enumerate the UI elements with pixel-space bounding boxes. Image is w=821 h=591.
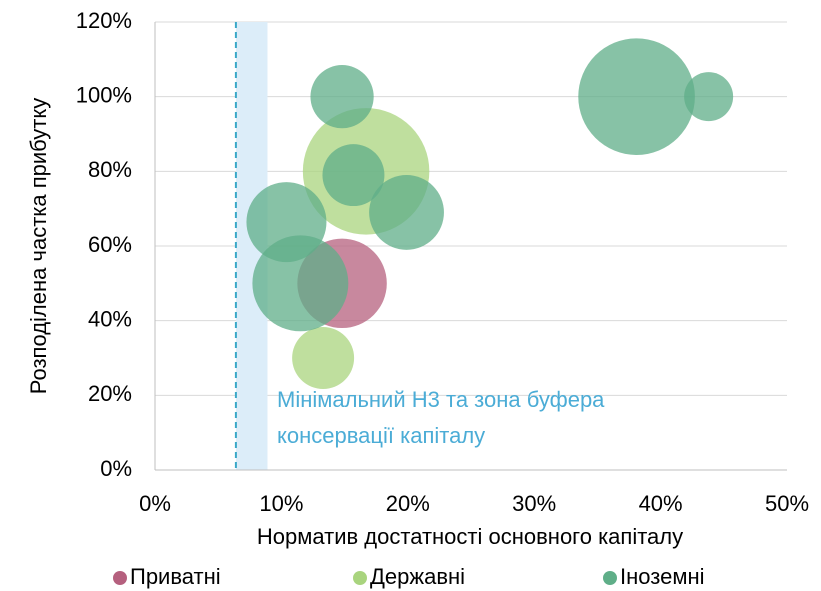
legend-marker — [113, 571, 127, 585]
x-tick-label: 0% — [139, 491, 171, 516]
x-axis-label: Норматив достатності основного капіталу — [257, 524, 683, 549]
legend-label: Приватні — [130, 564, 221, 589]
y-tick-label: 20% — [88, 381, 132, 406]
y-tick-label: 60% — [88, 232, 132, 257]
x-tick-label: 10% — [259, 491, 303, 516]
x-tick-label: 20% — [386, 491, 430, 516]
bubble — [684, 72, 734, 122]
annotation: Мінімальний Н3 та зона буфера — [277, 387, 605, 412]
bubble — [369, 174, 444, 250]
y-tick-label: 80% — [88, 157, 132, 182]
bubble — [252, 235, 349, 332]
legend-marker — [353, 571, 367, 585]
y-tick-label: 100% — [76, 82, 132, 107]
annotation: консервації капіталу — [277, 423, 485, 448]
y-axis-label: Розподілена частка прибутку — [26, 98, 51, 394]
bubble — [322, 144, 385, 207]
y-tick-label: 40% — [88, 306, 132, 331]
x-tick-label: 50% — [765, 491, 809, 516]
legend-label: Іноземні — [620, 564, 705, 589]
bubble — [578, 38, 695, 155]
y-tick-label: 0% — [100, 456, 132, 481]
legend-label: Державні — [370, 564, 465, 589]
y-tick-label: 120% — [76, 8, 132, 33]
x-tick-label: 40% — [639, 491, 683, 516]
legend-marker — [603, 571, 617, 585]
bubble — [310, 65, 374, 129]
x-tick-label: 30% — [512, 491, 556, 516]
bubble — [292, 327, 355, 389]
